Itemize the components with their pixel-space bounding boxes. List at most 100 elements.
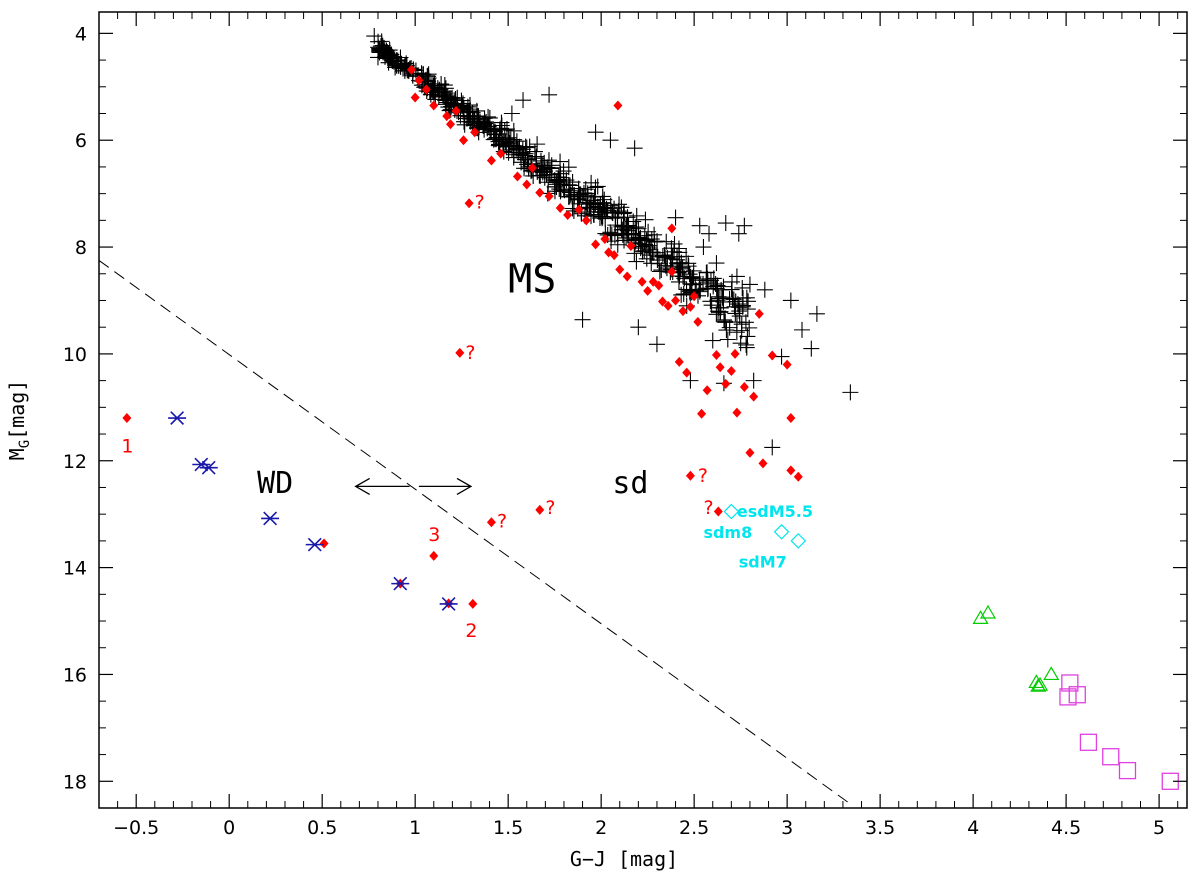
ms-band-point: [675, 285, 692, 302]
point-plus: [691, 217, 708, 234]
point-triangle-open: [1032, 676, 1049, 691]
ms-band-point: [532, 152, 549, 169]
point-diamond-filled: [591, 239, 601, 250]
ms-band-point: [678, 248, 695, 265]
ms-band-point: [719, 331, 736, 348]
ms-band-point: [433, 76, 450, 93]
point-diamond-filled: [496, 148, 506, 159]
point-asterisk: [192, 457, 211, 472]
point-diamond-filled: [464, 198, 474, 209]
point-diamond-filled: [522, 179, 532, 190]
point-plus: [732, 335, 749, 352]
point-diamond-filled: [654, 280, 664, 291]
point-plus: [704, 332, 721, 349]
point-asterisk: [391, 576, 410, 591]
x-tick-label: 0.5: [307, 817, 337, 839]
point-triangle-open: [1030, 678, 1047, 692]
y-tick-label: 14: [63, 558, 87, 580]
point-diamond-filled: [486, 517, 496, 528]
point-diamond-filled: [535, 504, 545, 515]
ms-band-point: [587, 179, 604, 196]
point-diamond-filled: [786, 413, 796, 424]
point-diamond-filled: [442, 111, 452, 122]
point-diamond-filled: [674, 356, 684, 367]
annotation-label: ?: [545, 497, 555, 519]
point-diamond-filled: [726, 366, 736, 377]
point-diamond-filled: [693, 316, 703, 327]
point-square-open: [1059, 688, 1077, 706]
ms-band-point: [585, 195, 602, 212]
ms-band-point: [625, 213, 642, 230]
point-diamond-filled: [637, 276, 647, 287]
ms-band-point: [651, 255, 668, 272]
ms-band-point: [627, 232, 644, 249]
x-axis-label: G−J [mag]: [570, 847, 678, 871]
point-asterisk: [305, 537, 324, 552]
ms-band-point: [656, 247, 673, 264]
point-plus: [630, 319, 647, 336]
point-plus: [741, 276, 758, 293]
ms-band-point: [453, 98, 470, 115]
point-diamond-filled: [682, 367, 692, 378]
ms-band-point: [684, 269, 701, 286]
point-diamond-filled: [406, 64, 416, 75]
y-tick-label: 8: [75, 237, 87, 259]
point-diamond-filled: [667, 223, 677, 234]
ms-band-point: [435, 86, 452, 103]
ms-band-point: [536, 163, 553, 180]
x-tick-label: 2: [595, 817, 607, 839]
point-plus: [574, 311, 591, 328]
point-diamond-filled: [512, 171, 522, 182]
x-tick-label: 5: [1153, 817, 1165, 839]
point-plus: [782, 292, 799, 309]
point-diamond-filled: [643, 285, 653, 296]
point-plus: [373, 33, 390, 50]
point-diamond-open: [773, 523, 790, 540]
point-diamond-filled: [793, 471, 803, 482]
ms-band-point: [642, 247, 659, 264]
annotation-label: sdm8: [703, 523, 752, 542]
x-tick-label: 2.5: [679, 817, 709, 839]
ms-band-point: [529, 136, 546, 153]
x-tick-label: 3.5: [865, 817, 895, 839]
point-diamond-filled: [749, 391, 759, 402]
ms-band-point: [733, 316, 750, 333]
ms-band-point: [598, 200, 615, 217]
ms-band-point: [374, 37, 391, 54]
x-tick-label: 3: [781, 817, 793, 839]
point-diamond-filled: [782, 359, 792, 370]
annotation-label: 2: [465, 620, 477, 642]
point-square-open: [1079, 733, 1098, 751]
annotation-label: ?: [703, 497, 713, 519]
point-plus: [648, 336, 665, 353]
point-diamond-filled: [730, 348, 740, 359]
ms-band-point: [640, 223, 657, 240]
point-diamond-filled: [721, 378, 731, 389]
point-plus: [587, 124, 604, 141]
y-axis-label-sub: G: [17, 440, 33, 448]
point-plus: [671, 244, 688, 261]
ms-band-point: [381, 47, 398, 64]
ms-band-point: [509, 141, 526, 158]
x-tick-label: −0.5: [113, 817, 159, 839]
point-diamond-filled: [685, 470, 695, 481]
ms-band-point: [591, 201, 608, 218]
ms-band-point: [664, 248, 681, 265]
point-triangle-open: [972, 610, 989, 624]
x-tick-label: 4: [967, 817, 979, 839]
ms-band-point: [512, 146, 529, 163]
point-diamond-filled: [421, 84, 431, 95]
point-plus: [803, 340, 820, 357]
ms-band-point: [438, 94, 455, 111]
ms-band-point: [739, 301, 756, 318]
ms-band-point: [734, 279, 751, 296]
point-square-open: [1118, 761, 1137, 780]
ms-band-point: [741, 319, 758, 336]
ms-band-point: [415, 66, 432, 83]
point-plus: [764, 439, 781, 456]
point-triangle-open: [1043, 666, 1060, 681]
ms-band-point: [666, 235, 683, 252]
annotation-label: ?: [465, 342, 475, 364]
point-diamond-filled: [689, 291, 699, 302]
ms-band-point: [436, 85, 453, 102]
